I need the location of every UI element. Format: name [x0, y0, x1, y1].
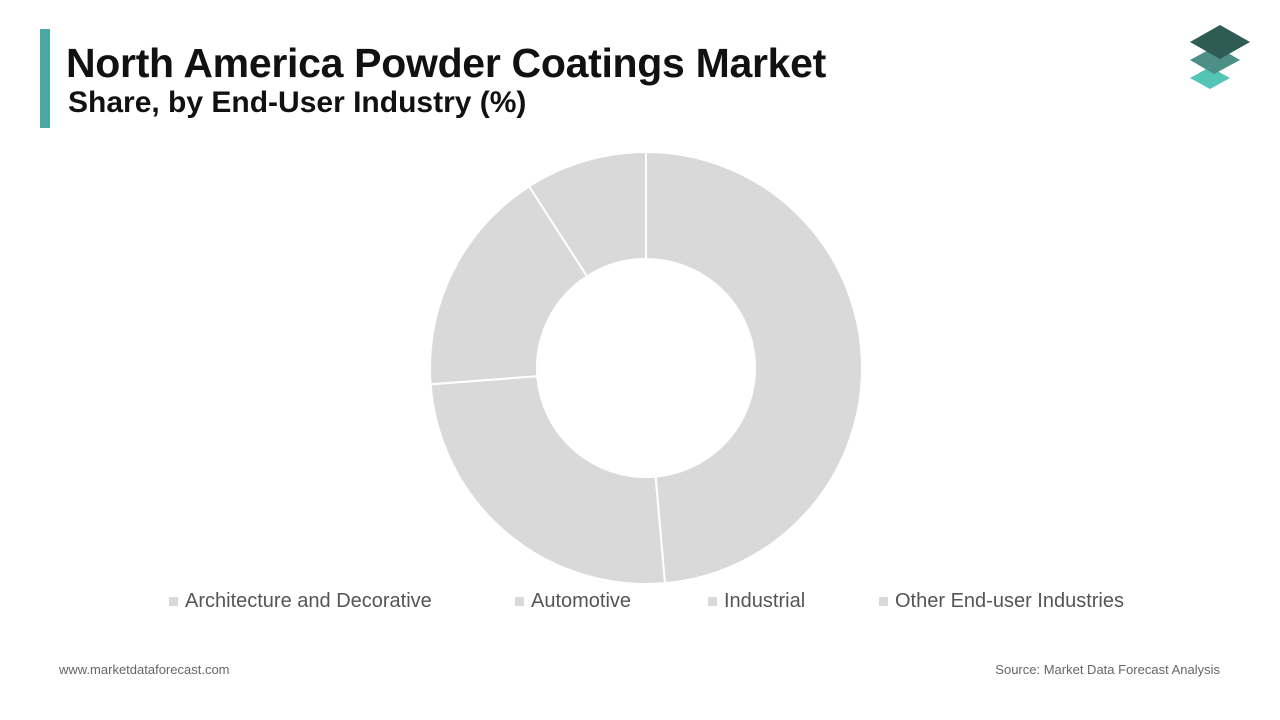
stacked-layers-icon — [1190, 25, 1250, 89]
chart-legend: Architecture and Decorative Automotive Ind… — [0, 590, 1280, 620]
donut-slice-architecture-and-decorative — [645, 150, 863, 585]
legend-swatch — [708, 597, 717, 606]
legend-label: Automotive — [531, 590, 632, 612]
donut-slice-automotive — [429, 375, 667, 585]
legend-item: Industrial — [708, 590, 805, 613]
legend-label: Industrial — [724, 590, 806, 612]
legend-swatch — [169, 597, 178, 606]
legend-item: Architecture and Decorative — [169, 590, 432, 613]
source-note: Source: Market Data Forecast Analysis — [995, 662, 1220, 677]
legend-label: Architecture and Decorative — [185, 590, 432, 612]
legend-item: Other End-user Industries — [879, 590, 1124, 613]
chart-subtitle: Share, by End-User Industry (%) — [68, 86, 527, 119]
website-url: www.marketdataforecast.com — [59, 662, 230, 677]
legend-label: Other End-user Industries — [895, 590, 1124, 612]
donut-slice-industrial — [429, 184, 589, 386]
logo-layer-bottom — [1190, 67, 1230, 89]
donut-slices — [429, 150, 863, 585]
legend-item: Automotive — [515, 590, 631, 613]
logo-layer-top — [1190, 25, 1250, 59]
donut-slice-other-end-user-industries — [527, 150, 647, 278]
legend-swatch — [879, 597, 888, 606]
legend-swatch — [515, 597, 524, 606]
title-accent-bar — [40, 29, 50, 128]
chart-title: North America Powder Coatings Market — [66, 40, 827, 86]
